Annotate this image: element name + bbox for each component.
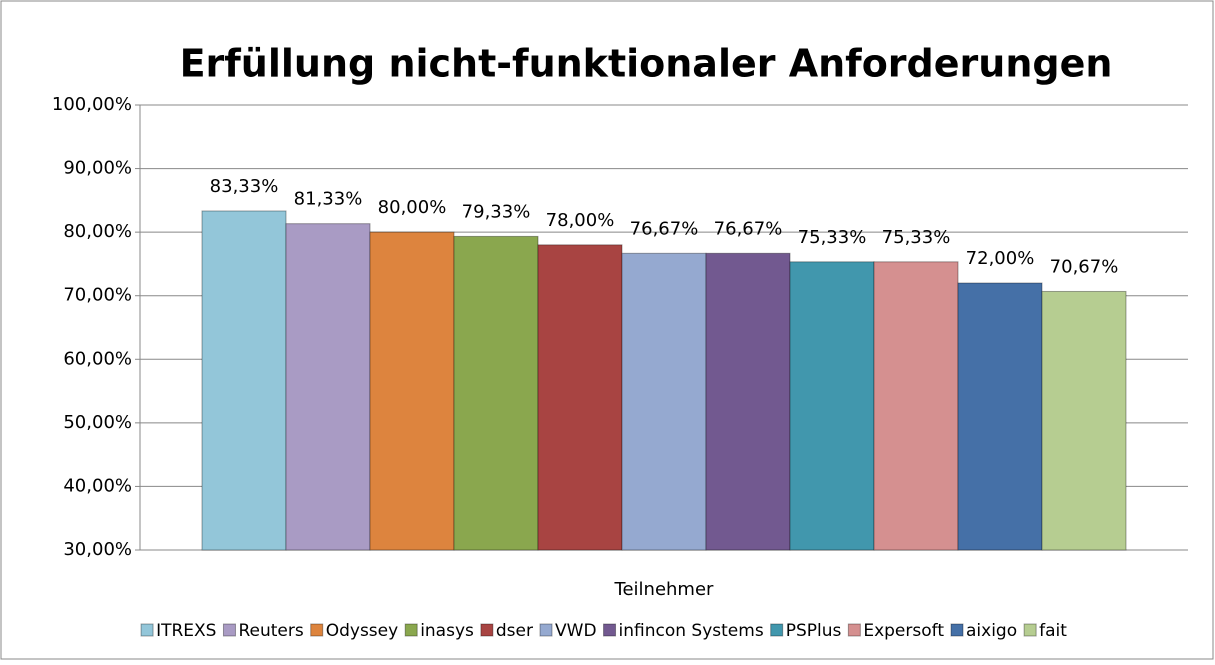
y-tick-label: 40,00% bbox=[63, 475, 132, 496]
bar bbox=[957, 282, 1043, 551]
chart-title: Erfüllung nicht-funktionaler Anforderung… bbox=[180, 42, 1113, 86]
bar bbox=[537, 244, 623, 551]
legend-label: aixigo bbox=[966, 621, 1017, 641]
data-label: 79,33% bbox=[462, 201, 531, 222]
legend-swatch bbox=[140, 623, 154, 637]
bar bbox=[621, 252, 707, 551]
data-label: 80,00% bbox=[378, 197, 447, 218]
legend-swatch bbox=[310, 623, 324, 637]
y-tick-label: 50,00% bbox=[63, 412, 132, 433]
legend-label: ITREXS bbox=[156, 621, 216, 641]
data-label: 83,33% bbox=[210, 176, 279, 197]
bar bbox=[705, 252, 791, 551]
legend-label: fait bbox=[1039, 621, 1067, 641]
data-label: 72,00% bbox=[966, 248, 1035, 269]
legend-swatch bbox=[770, 623, 784, 637]
legend-label: inasys bbox=[420, 621, 474, 641]
bar bbox=[369, 231, 455, 551]
data-label: 81,33% bbox=[294, 189, 363, 210]
bar bbox=[789, 261, 875, 551]
data-label: 78,00% bbox=[546, 210, 615, 231]
y-tick-label: 100,00% bbox=[52, 94, 132, 115]
y-tick-label: 60,00% bbox=[63, 348, 132, 369]
legend-swatch bbox=[1023, 623, 1037, 637]
legend-label: Odyssey bbox=[326, 621, 398, 641]
data-label: 76,67% bbox=[714, 218, 783, 239]
legend-swatch bbox=[480, 623, 494, 637]
legend-swatch bbox=[847, 623, 861, 637]
bar bbox=[201, 210, 287, 551]
y-tick-label: 90,00% bbox=[63, 158, 132, 179]
legend-swatch bbox=[603, 623, 617, 637]
legend-swatch bbox=[950, 623, 964, 637]
x-axis-label: Teilnehmer bbox=[614, 579, 715, 600]
bar bbox=[285, 223, 371, 551]
legend-label: Expersoft bbox=[863, 621, 944, 641]
bar bbox=[453, 235, 539, 551]
data-label: 70,67% bbox=[1050, 256, 1119, 277]
bar bbox=[1041, 290, 1127, 551]
y-tick-label: 30,00% bbox=[63, 539, 132, 560]
data-label: 75,33% bbox=[882, 227, 951, 248]
legend-label: dser bbox=[496, 621, 533, 641]
data-label: 76,67% bbox=[630, 218, 699, 239]
legend-swatch bbox=[404, 623, 418, 637]
y-tick-label: 80,00% bbox=[63, 221, 132, 242]
legend-label: infincon Systems bbox=[619, 621, 764, 641]
legend-label: Reuters bbox=[238, 621, 303, 641]
data-label: 75,33% bbox=[798, 227, 867, 248]
legend-label: VWD bbox=[555, 621, 597, 641]
legend-swatch bbox=[222, 623, 236, 637]
y-tick-label: 70,00% bbox=[63, 285, 132, 306]
legend-label: PSPlus bbox=[786, 621, 842, 641]
bar bbox=[873, 261, 959, 551]
legend-swatch bbox=[539, 623, 553, 637]
